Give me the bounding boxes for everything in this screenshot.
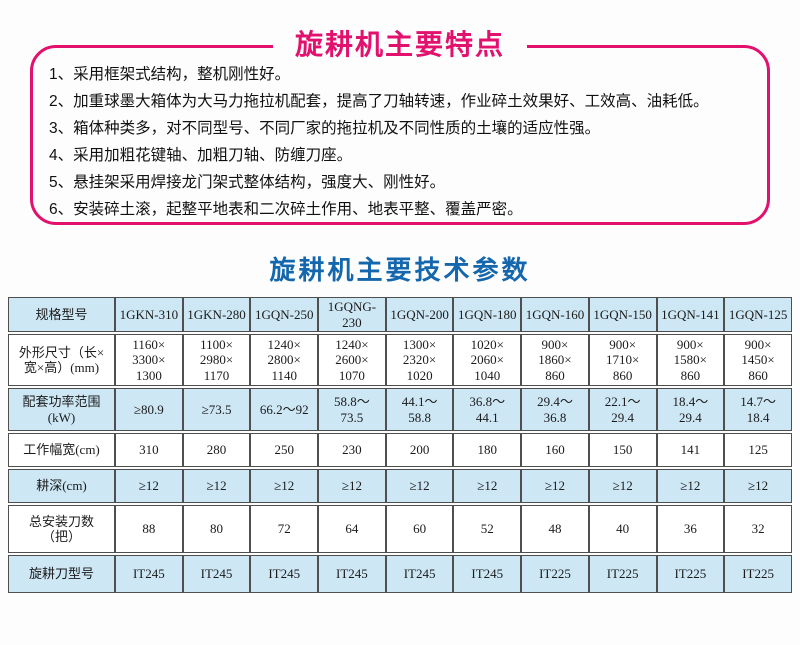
feature-item: 2、加重球墨大箱体为大马力拖拉机配套，提高了刀轴转速，作业碎土效果好、工效高、油…	[49, 93, 709, 110]
table-cell: IT245	[318, 555, 386, 594]
row-label: 总安装刀数 （把）	[8, 505, 115, 554]
table-cell: 1GQN-200	[385, 297, 454, 333]
table-cell: 72	[250, 505, 319, 554]
table-row: 配套功率范围 (kW) ≥80.9 ≥73.5 66.2～92 58.8～ 73.5 44…	[8, 388, 792, 432]
specs-table-body: 规格型号 1GKN-310 1GKN-280 1GQN-250 1GQNG-230 1GQ…	[8, 297, 792, 594]
table-cell: 250	[250, 433, 319, 468]
table-cell: 900× 1710× 860	[588, 334, 657, 387]
table-cell: 280	[182, 433, 251, 468]
table-cell: ≥12	[385, 469, 454, 504]
table-cell: 900× 1860× 860	[521, 334, 589, 387]
table-cell: 160	[521, 433, 589, 468]
table-cell: IT225	[521, 555, 589, 594]
table-cell: 40	[588, 505, 657, 554]
table-cell: 125	[724, 433, 792, 468]
row-label: 规格型号	[8, 297, 115, 333]
table-row: 规格型号 1GKN-310 1GKN-280 1GQN-250 1GQNG-230 1GQ…	[8, 297, 792, 333]
table-cell: IT245	[385, 555, 454, 594]
feature-item: 1、采用框架式结构，整机刚性好。	[49, 66, 291, 83]
table-cell: 180	[453, 433, 522, 468]
table-cell: 1GQNG-230	[318, 297, 386, 333]
table-row: 外形尺寸（长× 宽×高）(mm) 1160× 3300× 1300 1100× 29…	[8, 334, 792, 387]
table-cell: 64	[318, 505, 386, 554]
feature-item: 5、悬挂架采用焊接龙门架式整体结构，强度大、刚性好。	[49, 174, 446, 191]
table-cell: 80	[182, 505, 251, 554]
table-cell: ≥80.9	[115, 388, 183, 432]
table-cell: 1GKN-310	[115, 297, 183, 333]
table-row: 工作幅宽(cm) 310 280 250 230 200 180 160 150 141 125	[8, 433, 792, 468]
table-cell: 36.8～ 44.1	[453, 388, 522, 432]
table-cell: 230	[318, 433, 386, 468]
table-cell: 1160× 3300× 1300	[115, 334, 183, 387]
table-cell: 1GQN-125	[724, 297, 792, 333]
table-cell: 22.1～ 29.4	[588, 388, 657, 432]
row-label: 旋耕刀型号	[8, 555, 115, 594]
table-cell: IT245	[250, 555, 319, 594]
table-cell: 60	[385, 505, 454, 554]
table-cell: 58.8～ 73.5	[318, 388, 386, 432]
table-cell: 32	[724, 505, 792, 554]
table-cell: 1240× 2800× 1140	[250, 334, 319, 387]
table-row: 总安装刀数 （把） 88 80 72 64 60 52 48 40 36 32	[8, 505, 792, 554]
table-cell: 52	[453, 505, 522, 554]
table-cell: IT245	[453, 555, 522, 594]
table-cell: IT225	[724, 555, 792, 594]
table-cell: 900× 1580× 860	[656, 334, 725, 387]
table-cell: ≥73.5	[182, 388, 251, 432]
table-cell: 141	[656, 433, 725, 468]
table-cell: ≥12	[453, 469, 522, 504]
feature-item: 4、采用加粗花键轴、加粗刀轴、防缠刀座。	[49, 147, 353, 164]
table-cell: ≥12	[250, 469, 319, 504]
table-cell: ≥12	[115, 469, 183, 504]
table-cell: 1240× 2600× 1070	[318, 334, 386, 387]
features-panel: 旋耕机主要特点 1、采用框架式结构，整机刚性好。 2、加重球墨大箱体为大马力拖拉…	[30, 26, 770, 225]
feature-item: 6、安装碎土滚，起整平地表和二次碎土作用、地表平整、覆盖严密。	[49, 201, 523, 218]
row-label: 耕深(cm)	[8, 469, 115, 504]
table-cell: 1100× 2980× 1170	[182, 334, 251, 387]
table-cell: 1020× 2060× 1040	[453, 334, 522, 387]
specs-table: 规格型号 1GKN-310 1GKN-280 1GQN-250 1GQNG-230 1GQ…	[8, 295, 792, 596]
table-cell: 29.4～ 36.8	[521, 388, 589, 432]
table-cell: 18.4～ 29.4	[656, 388, 725, 432]
table-cell: 48	[521, 505, 589, 554]
table-cell: 88	[115, 505, 183, 554]
table-cell: 1GKN-280	[182, 297, 251, 333]
table-cell: ≥12	[318, 469, 386, 504]
features-title: 旋耕机主要特点	[272, 26, 528, 66]
table-cell: ≥12	[588, 469, 657, 504]
row-label: 外形尺寸（长× 宽×高）(mm)	[8, 334, 115, 387]
table-cell: ≥12	[182, 469, 251, 504]
table-cell: 44.1～ 58.8	[385, 388, 454, 432]
table-cell: IT245	[115, 555, 183, 594]
features-list: 1、采用框架式结构，整机刚性好。 2、加重球墨大箱体为大马力拖拉机配套，提高了刀…	[49, 61, 753, 223]
feature-item: 3、箱体种类多，对不同型号、不同厂家的拖拉机及不同性质的土壤的适应性强。	[49, 120, 601, 137]
table-cell: 36	[656, 505, 725, 554]
table-row: 耕深(cm) ≥12 ≥12 ≥12 ≥12 ≥12 ≥12 ≥12 ≥12 ≥12 ≥12	[8, 469, 792, 504]
row-label: 配套功率范围 (kW)	[8, 388, 115, 432]
table-cell: 200	[385, 433, 454, 468]
table-cell: 1GQN-180	[453, 297, 522, 333]
table-cell: 310	[115, 433, 183, 468]
table-row: 旋耕刀型号 IT245 IT245 IT245 IT245 IT245 IT245 IT225…	[8, 555, 792, 594]
table-cell: ≥12	[656, 469, 725, 504]
table-cell: ≥12	[724, 469, 792, 504]
table-cell: 150	[588, 433, 657, 468]
table-cell: IT245	[182, 555, 251, 594]
table-cell: 900× 1450× 860	[724, 334, 792, 387]
table-cell: ≥12	[521, 469, 589, 504]
table-cell: IT225	[656, 555, 725, 594]
row-label: 工作幅宽(cm)	[8, 433, 115, 468]
table-cell: 66.2～92	[250, 388, 319, 432]
specs-title: 旋耕机主要技术参数	[269, 256, 531, 285]
table-cell: 14.7～ 18.4	[724, 388, 792, 432]
table-cell: 1GQN-141	[656, 297, 725, 333]
table-cell: 1GQN-160	[521, 297, 589, 333]
table-cell: 1300× 2320× 1020	[385, 334, 454, 387]
table-cell: 1GQN-150	[588, 297, 657, 333]
table-cell: IT225	[588, 555, 657, 594]
table-cell: 1GQN-250	[250, 297, 319, 333]
